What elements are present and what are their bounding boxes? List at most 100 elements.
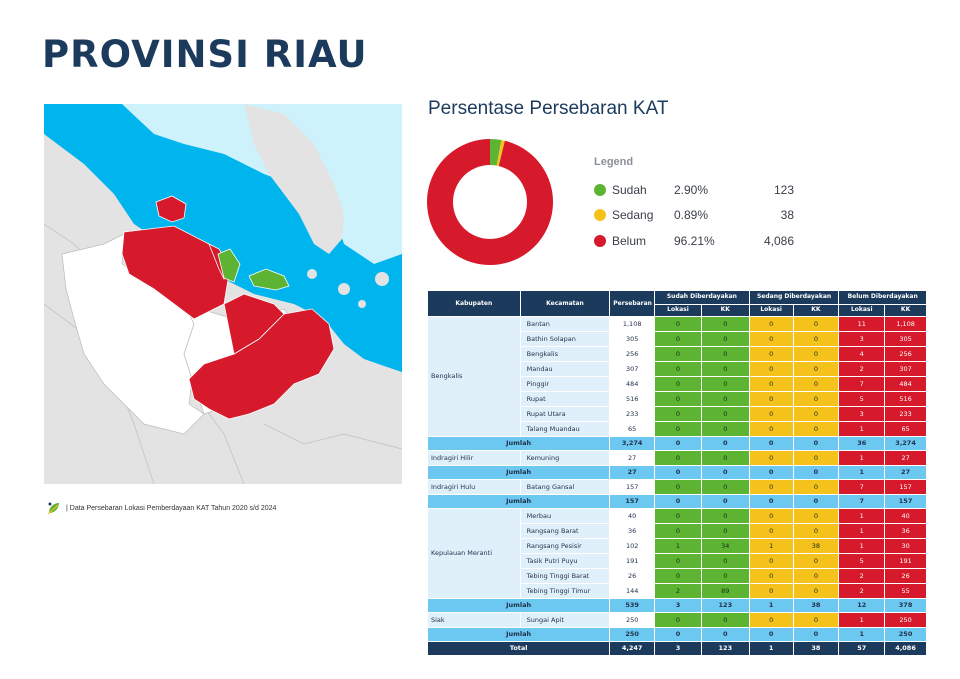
value-cell: 0	[792, 523, 840, 539]
value-cell: 5	[838, 391, 886, 407]
value-cell: 0	[792, 391, 840, 407]
value-cell: 0	[792, 421, 840, 437]
legend-title: Legend	[594, 156, 634, 168]
subtotal-cell: 0	[792, 627, 840, 642]
table-row: Pinggir 484 0 0 0 0 7 484	[428, 376, 927, 392]
subtotal-cell: 36	[838, 436, 886, 451]
kecamatan-cell: Tebing Tinggi Barat	[519, 568, 611, 584]
value-cell: 0	[748, 523, 794, 539]
value-cell: 1	[838, 508, 886, 524]
value-cell: 2	[838, 583, 886, 599]
value-cell: 0	[748, 331, 794, 347]
subtotal-row: Jumlah 27 0 0 0 0 1 27	[426, 465, 927, 480]
value-cell: 0	[700, 612, 750, 628]
value-cell: 307	[884, 361, 927, 377]
value-cell: 0	[654, 508, 702, 524]
value-cell: 2	[838, 568, 886, 584]
value-cell: 0	[792, 406, 840, 422]
subtotal-cell: 0	[700, 465, 750, 480]
value-cell: 3	[838, 331, 886, 347]
value-cell: 5	[838, 553, 886, 569]
value-cell: 27	[609, 450, 656, 466]
value-cell: 65	[609, 421, 656, 437]
kecamatan-cell: Bantan	[519, 316, 611, 332]
legend-label: Belum	[612, 233, 647, 248]
header-sedang-lokasi: Lokasi	[748, 303, 794, 318]
subtotal-cell: 7	[838, 494, 886, 509]
header-belum: Belum Diberdayakan	[838, 290, 927, 305]
value-cell: 0	[748, 391, 794, 407]
value-cell: 0	[748, 406, 794, 422]
value-cell: 11	[838, 316, 886, 332]
donut-chart	[427, 139, 553, 265]
value-cell: 3	[838, 406, 886, 422]
subtotal-cell: 250	[609, 627, 656, 642]
value-cell: 0	[792, 508, 840, 524]
subtotal-cell: 0	[748, 494, 794, 509]
subtotal-label: Jumlah	[426, 494, 611, 509]
value-cell: 0	[792, 612, 840, 628]
subtotal-cell: 3,274	[609, 436, 656, 451]
subtotal-cell: 0	[748, 436, 794, 451]
value-cell: 0	[654, 421, 702, 437]
subtotal-cell: 539	[609, 598, 656, 613]
value-cell: 55	[884, 583, 927, 599]
value-cell: 0	[654, 361, 702, 377]
kabupaten-cell: Indragiri Hulu	[427, 479, 521, 495]
kecamatan-cell: Merbau	[519, 508, 611, 524]
value-cell: 1	[838, 538, 886, 554]
value-cell: 0	[654, 523, 702, 539]
table-row: Rangsang Pesisir 102 1 34 1 38 1 30	[428, 538, 927, 554]
subtotal-cell: 27	[884, 465, 927, 480]
kecamatan-cell: Sungai Apit	[519, 612, 611, 628]
header-sedang-kk: KK	[792, 303, 840, 318]
total-cell: 3	[654, 641, 702, 656]
map-svg	[44, 104, 402, 484]
subtotal-cell: 157	[609, 494, 656, 509]
legend-item-sudah: Sudah 2.90% 123	[594, 177, 794, 203]
source-note-text: | Data Persebaran Lokasi Pemberdayaan KA…	[66, 504, 277, 512]
value-cell: 0	[748, 612, 794, 628]
table-row: Indragiri Hilir Kemuning 27 0 0 0 0 1 27	[427, 450, 927, 466]
header-sudah-kk: KK	[700, 303, 750, 318]
donut-hole	[453, 165, 527, 239]
value-cell: 1	[838, 612, 886, 628]
value-cell: 157	[884, 479, 927, 495]
subtotal-cell: 157	[884, 494, 927, 509]
page-title: PROVINSI RIAU	[42, 33, 368, 76]
table-body: Bengkalis Bantan 1,108 0 0 0 0 11 1,108 Bathin So…	[426, 316, 927, 656]
value-cell: 1	[838, 523, 886, 539]
value-cell: 250	[609, 612, 656, 628]
leaf-logo-icon	[47, 502, 59, 515]
subtotal-row: Jumlah 3,274 0 0 0 0 36 3,274	[426, 436, 927, 451]
value-cell: 7	[838, 479, 886, 495]
value-cell: 0	[792, 553, 840, 569]
source-note: | Data Persebaran Lokasi Pemberdayaan KA…	[46, 500, 276, 516]
value-cell: 4	[838, 346, 886, 362]
subtotal-cell: 12	[838, 598, 886, 613]
value-cell: 256	[884, 346, 927, 362]
value-cell: 0	[700, 523, 750, 539]
value-cell: 0	[700, 391, 750, 407]
subtotal-cell: 38	[792, 598, 840, 613]
legend-percent: 2.90%	[674, 182, 709, 197]
value-cell: 0	[748, 346, 794, 362]
value-cell: 102	[609, 538, 656, 554]
kecamatan-cell: Rupat	[519, 391, 611, 407]
value-cell: 0	[700, 316, 750, 332]
total-cell: 1	[748, 641, 794, 656]
value-cell: 0	[748, 316, 794, 332]
total-cell: 4,086	[884, 641, 927, 656]
value-cell: 26	[884, 568, 927, 584]
value-cell: 157	[609, 479, 656, 495]
value-cell: 305	[609, 331, 656, 347]
red-dot-icon	[594, 234, 606, 247]
value-cell: 0	[792, 450, 840, 466]
value-cell: 0	[700, 479, 750, 495]
value-cell: 65	[884, 421, 927, 437]
table-row: Kepulauan Meranti Merbau 40 0 0 0 0 1 40	[427, 508, 927, 599]
value-cell: 34	[700, 538, 750, 554]
value-cell: 250	[884, 612, 927, 628]
value-cell: 0	[700, 331, 750, 347]
subtotal-cell: 3,274	[884, 436, 927, 451]
